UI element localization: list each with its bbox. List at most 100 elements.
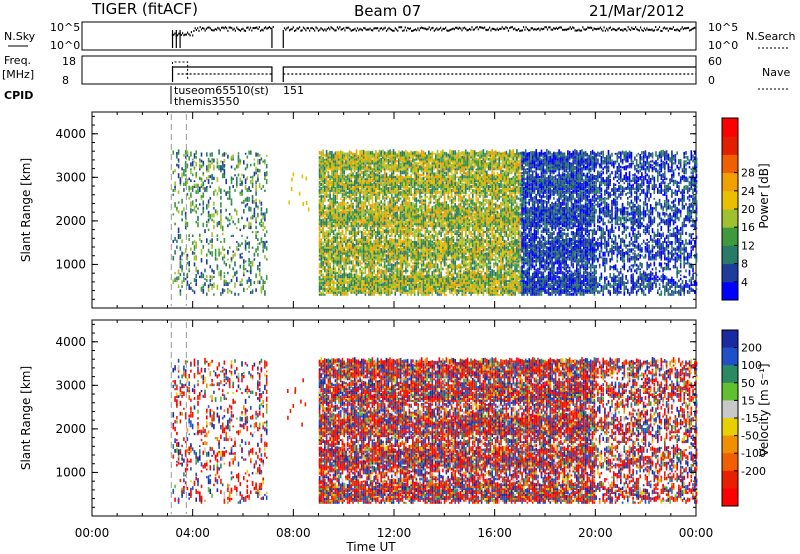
data-cell <box>246 242 249 245</box>
data-cell <box>345 265 347 269</box>
data-cell <box>354 249 356 253</box>
data-cell <box>438 239 441 243</box>
data-cell <box>375 154 377 157</box>
data-cell <box>339 260 342 265</box>
data-cell <box>449 211 451 216</box>
data-cell <box>392 252 395 255</box>
data-cell <box>322 195 324 198</box>
data-cell <box>207 157 210 163</box>
data-cell <box>380 281 382 284</box>
data-cell <box>350 268 353 273</box>
data-cell <box>399 287 402 290</box>
data-cell <box>257 280 259 284</box>
data-cell <box>355 157 358 161</box>
data-cell <box>202 245 205 249</box>
data-cell <box>364 178 367 181</box>
data-cell <box>380 150 382 155</box>
data-cell <box>331 279 333 283</box>
data-cell <box>382 250 384 253</box>
data-cell <box>352 164 354 167</box>
data-cell <box>375 282 377 286</box>
data-cell <box>362 155 365 159</box>
data-cell <box>348 178 351 183</box>
data-cell <box>399 284 402 286</box>
data-cell <box>443 227 446 230</box>
data-cell <box>368 161 370 165</box>
data-cell <box>396 239 398 243</box>
data-cell <box>341 182 344 185</box>
data-cell <box>207 210 210 214</box>
data-cell <box>401 192 404 196</box>
data-cell <box>227 271 229 275</box>
data-cell <box>364 281 367 284</box>
data-cell <box>258 182 261 188</box>
data-cell <box>202 181 205 186</box>
data-cell <box>243 287 245 292</box>
data-cell <box>327 193 330 198</box>
data-cell <box>339 244 342 249</box>
data-cell <box>387 201 390 204</box>
data-cell <box>341 210 344 214</box>
data-cell <box>193 166 196 169</box>
data-cell <box>234 208 236 212</box>
data-cell <box>364 197 367 202</box>
data-cell <box>318 243 321 247</box>
data-cell <box>399 209 402 212</box>
data-cell <box>392 190 395 194</box>
data-cell <box>324 231 326 236</box>
data-cell <box>232 275 234 279</box>
data-cell <box>401 270 404 277</box>
data-cell <box>420 276 423 279</box>
data-cell <box>433 283 435 286</box>
data-cell <box>382 215 384 220</box>
data-cell <box>401 281 404 284</box>
data-cell <box>325 237 328 239</box>
data-cell <box>209 265 212 269</box>
data-cell <box>406 201 409 204</box>
data-cell <box>454 280 456 284</box>
data-cell <box>420 156 423 159</box>
data-cell <box>338 266 340 271</box>
data-cell <box>343 261 345 265</box>
data-cell <box>403 198 405 202</box>
data-cell <box>331 230 333 233</box>
data-cell <box>392 258 395 261</box>
data-cell <box>332 275 335 279</box>
data-cell <box>241 283 243 286</box>
data-cell <box>398 262 400 265</box>
data-cell <box>412 202 414 208</box>
data-cell <box>336 243 338 247</box>
data-cell <box>244 267 247 271</box>
data-cell <box>325 278 328 283</box>
data-cell <box>443 175 446 179</box>
data-cell <box>391 219 393 224</box>
data-cell <box>385 274 388 277</box>
data-cell <box>403 245 405 249</box>
data-cell <box>424 250 427 253</box>
data-cell <box>417 271 419 275</box>
data-cell <box>336 275 338 279</box>
data-cell <box>452 154 455 157</box>
data-cell <box>186 221 189 228</box>
data-cell <box>255 273 257 279</box>
data-cell <box>420 287 423 290</box>
data-cell <box>255 225 257 230</box>
data-cell <box>366 165 368 171</box>
data-cell <box>359 239 361 243</box>
data-cell <box>383 158 386 161</box>
data-cell <box>336 208 338 212</box>
data-cell <box>348 250 351 253</box>
data-cell <box>405 244 407 247</box>
data-cell <box>325 222 328 226</box>
data-cell <box>385 155 388 159</box>
data-cell <box>359 290 361 294</box>
data-cell <box>207 204 210 208</box>
data-cell <box>429 189 432 192</box>
data-cell <box>389 284 391 288</box>
data-cell <box>454 207 456 210</box>
data-cell <box>375 196 377 200</box>
data-cell <box>440 193 442 196</box>
data-cell <box>419 287 421 292</box>
data-cell <box>327 220 330 224</box>
data-cell <box>378 149 381 155</box>
